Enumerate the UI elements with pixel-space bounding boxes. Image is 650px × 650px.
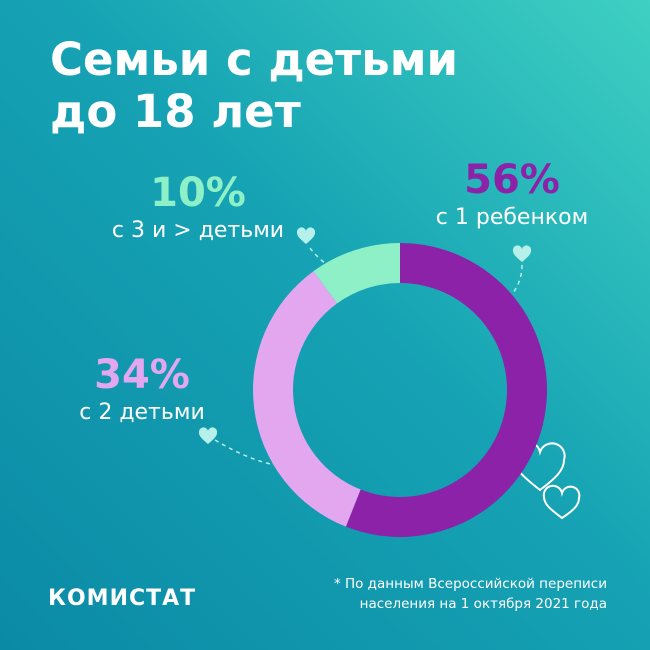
category-label: с 2 детьми (79, 400, 205, 425)
donut-segment (345, 243, 547, 537)
brand: КОМИСТАТ (48, 586, 197, 611)
category-label: с 3 и > детьми (112, 218, 284, 243)
small-hearts (198, 227, 532, 444)
donut-segment (253, 271, 361, 527)
category-label: с 1 ребенком (436, 205, 588, 230)
value-label: 10% (150, 170, 246, 216)
donut-segment (313, 243, 400, 304)
value-label: 34% (94, 352, 190, 398)
title: Семьи с детьми до 18 лет (50, 33, 459, 138)
value-label: 56% (464, 157, 560, 203)
footnote: * По данным Всероссийской переписи насел… (333, 576, 607, 612)
